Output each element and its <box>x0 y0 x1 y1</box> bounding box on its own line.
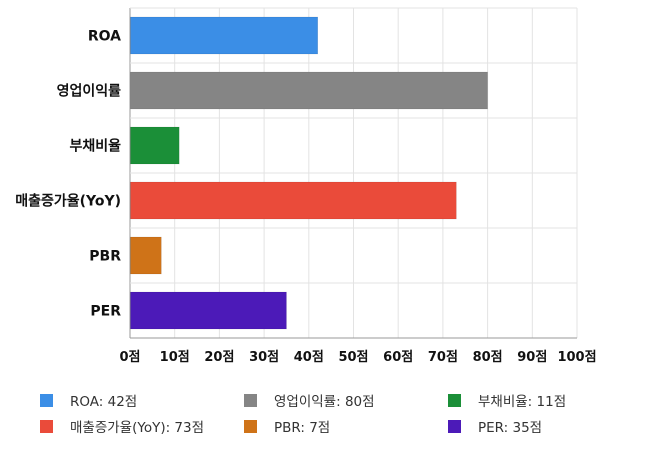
category-label: 영업이익률 <box>57 83 122 100</box>
bar[interactable] <box>130 126 180 165</box>
x-tick-label: 40점 <box>294 350 324 365</box>
category-label: PBR <box>89 249 121 265</box>
x-tick-label: 50점 <box>338 350 368 365</box>
bar[interactable] <box>130 291 287 330</box>
legend-label: PBR: 7점 <box>274 420 331 436</box>
legend-item[interactable]: 영업이익률: 80점 <box>244 390 448 410</box>
legend-swatch <box>40 393 53 407</box>
x-tick-label: 100점 <box>557 350 596 365</box>
legend-item[interactable]: ROA: 42점 <box>40 390 244 410</box>
legend-swatch <box>40 419 53 433</box>
legend-item[interactable]: 부채비율: 11점 <box>448 390 640 410</box>
legend-label: 매출증가율(YoY): 73점 <box>70 420 205 436</box>
legend-item[interactable]: PBR: 7점 <box>244 416 448 436</box>
legend-label: PER: 35점 <box>478 420 543 436</box>
legend-swatch <box>244 393 257 407</box>
x-tick-label: 30점 <box>249 350 279 365</box>
category-label: ROA <box>88 29 121 45</box>
category-label: 매출증가율(YoY) <box>15 193 121 210</box>
legend-swatch <box>448 393 461 407</box>
x-tick-label: 70점 <box>428 350 458 365</box>
x-tick-label: 20점 <box>204 350 234 365</box>
bar[interactable] <box>130 71 488 110</box>
legend-swatch <box>244 419 257 433</box>
x-tick-label: 10점 <box>160 350 190 365</box>
legend-item[interactable]: 매출증가율(YoY): 73점 <box>40 416 244 436</box>
bar[interactable] <box>130 16 318 55</box>
legend-swatch <box>448 419 461 433</box>
legend-item[interactable]: PER: 35점 <box>448 416 640 436</box>
legend-label: 부채비율: 11점 <box>478 394 567 410</box>
category-label: PER <box>90 304 121 320</box>
x-tick-label: 0점 <box>119 350 140 365</box>
legend-label: 영업이익률: 80점 <box>274 394 375 410</box>
x-tick-label: 90점 <box>517 350 547 365</box>
bar[interactable] <box>130 236 162 275</box>
legend-label: ROA: 42점 <box>70 394 138 410</box>
bar[interactable] <box>130 181 457 220</box>
category-label: 부채비율 <box>69 138 121 155</box>
x-tick-label: 60점 <box>383 350 413 365</box>
x-tick-label: 80점 <box>473 350 503 365</box>
